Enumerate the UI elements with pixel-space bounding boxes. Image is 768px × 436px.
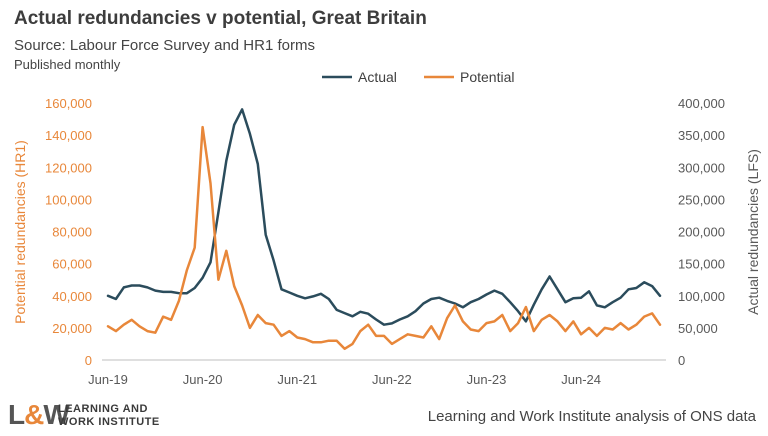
y-right-tick-label: 0 xyxy=(678,353,685,368)
chart-subtitle: Source: Labour Force Survey and HR1 form… xyxy=(14,37,315,54)
lw-logo-mark: L&W xyxy=(8,399,70,430)
y-left-axis-title: Potential redundancies (HR1) xyxy=(12,140,28,324)
y-left-tick-label: 140,000 xyxy=(45,128,92,143)
publication-note: Published monthly xyxy=(14,57,121,72)
lw-logo-line1: LEARNING AND xyxy=(58,403,148,415)
y-left-tick-label: 40,000 xyxy=(52,289,92,304)
lw-logo-text: LEARNING AND WORK INSTITUTE xyxy=(58,403,160,429)
y-left-tick-label: 20,000 xyxy=(52,321,92,336)
x-tick-label: Jun-23 xyxy=(467,372,507,387)
lw-logo: L&W LEARNING AND WORK INSTITUTE xyxy=(8,397,178,433)
x-tick-label: Jun-19 xyxy=(88,372,128,387)
y-left-tick-label: 120,000 xyxy=(45,160,92,175)
y-right-axis-title: Actual redundancies (LFS) xyxy=(745,149,761,315)
legend-label-potential: Potential xyxy=(460,69,514,85)
series-line-actual xyxy=(106,108,662,326)
footer-source: Learning and Work Institute analysis of … xyxy=(427,408,756,425)
y-right-tick-label: 250,000 xyxy=(678,192,725,207)
x-tick-label: Jun-20 xyxy=(183,372,223,387)
x-tick-label: Jun-24 xyxy=(561,372,601,387)
y-right-tick-label: 100,000 xyxy=(678,289,725,304)
y-right-tick-label: 350,000 xyxy=(678,128,725,143)
lw-logo-line2: WORK INSTITUTE xyxy=(58,416,160,428)
y-right-tick-label: 200,000 xyxy=(678,225,725,240)
y-right-tick-label: 400,000 xyxy=(678,96,725,111)
y-right-tick-label: 50,000 xyxy=(678,321,718,336)
legend-label-actual: Actual xyxy=(358,69,397,85)
series-line-potential xyxy=(106,125,662,351)
y-left-tick-label: 60,000 xyxy=(52,257,92,272)
y-right-tick-label: 300,000 xyxy=(678,160,725,175)
chart-title: Actual redundancies v potential, Great B… xyxy=(14,8,427,29)
y-left-tick-label: 0 xyxy=(85,353,92,368)
y-left-tick-label: 160,000 xyxy=(45,96,92,111)
x-tick-label: Jun-22 xyxy=(372,372,412,387)
y-left-tick-label: 100,000 xyxy=(45,192,92,207)
x-tick-label: Jun-21 xyxy=(277,372,317,387)
y-right-tick-label: 150,000 xyxy=(678,257,725,272)
y-left-tick-label: 80,000 xyxy=(52,225,92,240)
